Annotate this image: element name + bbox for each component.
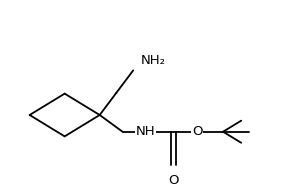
Text: O: O: [192, 125, 202, 138]
Text: NH₂: NH₂: [141, 54, 166, 67]
Text: NH: NH: [136, 125, 155, 138]
Text: O: O: [169, 173, 179, 187]
